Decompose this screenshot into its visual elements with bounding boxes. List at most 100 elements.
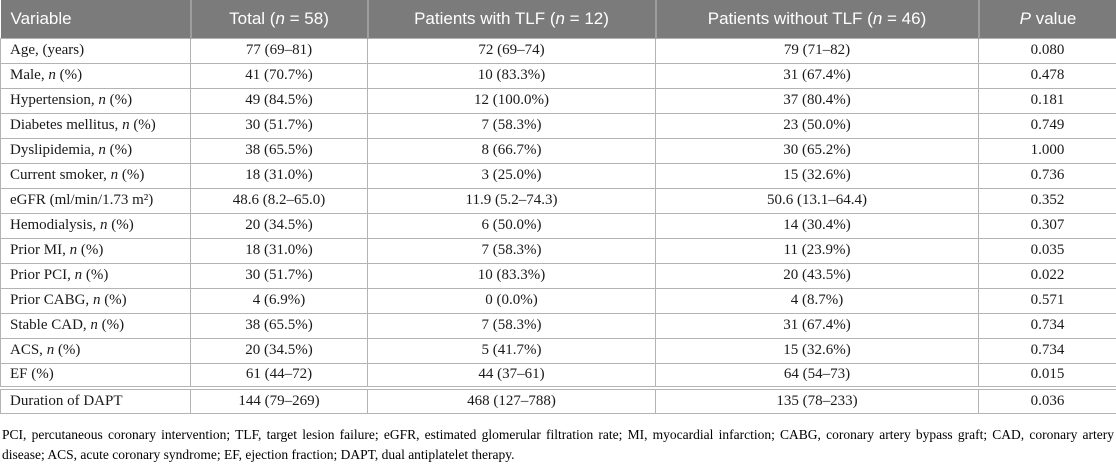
value-cell: 0.307 — [979, 213, 1116, 238]
value-cell: 3 (25.0%) — [368, 163, 656, 188]
value-cell: 0.736 — [979, 163, 1116, 188]
table-row: Male, n (%)41 (70.7%)10 (83.3%)31 (67.4%… — [1, 63, 1116, 88]
row-label: Age, (years) — [1, 38, 191, 63]
value-cell: 144 (79–269) — [191, 388, 368, 413]
value-cell: 0.734 — [979, 313, 1116, 338]
table-row: Prior PCI, n (%)30 (51.7%)10 (83.3%)20 (… — [1, 263, 1116, 288]
row-label: Dyslipidemia, n (%) — [1, 138, 191, 163]
value-cell: 0.035 — [979, 238, 1116, 263]
value-cell: 23 (50.0%) — [656, 113, 979, 138]
value-cell: 8 (66.7%) — [368, 138, 656, 163]
table-row: Prior CABG, n (%)4 (6.9%)0 (0.0%)4 (8.7%… — [1, 288, 1116, 313]
value-cell: 0.015 — [979, 363, 1116, 388]
column-header-2: Patients with TLF (n = 12) — [368, 0, 656, 38]
value-cell: 0 (0.0%) — [368, 288, 656, 313]
table-row: Prior MI, n (%)18 (31.0%)7 (58.3%)11 (23… — [1, 238, 1116, 263]
value-cell: 4 (8.7%) — [656, 288, 979, 313]
row-label: Current smoker, n (%) — [1, 163, 191, 188]
value-cell: 38 (65.5%) — [191, 138, 368, 163]
value-cell: 0.022 — [979, 263, 1116, 288]
value-cell: 31 (67.4%) — [656, 313, 979, 338]
table-row: Diabetes mellitus, n (%)30 (51.7%)7 (58.… — [1, 113, 1116, 138]
value-cell: 49 (84.5%) — [191, 88, 368, 113]
column-header-4: P value — [979, 0, 1116, 38]
value-cell: 31 (67.4%) — [656, 63, 979, 88]
table-row: Stable CAD, n (%)38 (65.5%)7 (58.3%)31 (… — [1, 313, 1116, 338]
column-header-1: Total (n = 58) — [191, 0, 368, 38]
value-cell: 44 (37–61) — [368, 363, 656, 388]
value-cell: 14 (30.4%) — [656, 213, 979, 238]
value-cell: 15 (32.6%) — [656, 163, 979, 188]
value-cell: 0.734 — [979, 338, 1116, 363]
value-cell: 4 (6.9%) — [191, 288, 368, 313]
value-cell: 50.6 (13.1–64.4) — [656, 188, 979, 213]
value-cell: 20 (43.5%) — [656, 263, 979, 288]
value-cell: 468 (127–788) — [368, 388, 656, 413]
row-label: EF (%) — [1, 363, 191, 388]
column-header-3: Patients without TLF (n = 46) — [656, 0, 979, 38]
table-row: Current smoker, n (%)18 (31.0%)3 (25.0%)… — [1, 163, 1116, 188]
row-label: Diabetes mellitus, n (%) — [1, 113, 191, 138]
value-cell: 79 (71–82) — [656, 38, 979, 63]
value-cell: 5 (41.7%) — [368, 338, 656, 363]
column-header-0: Variable — [1, 0, 191, 38]
value-cell: 37 (80.4%) — [656, 88, 979, 113]
table-body: Age, (years)77 (69–81)72 (69–74)79 (71–8… — [1, 38, 1116, 413]
table-row: eGFR (ml/min/1.73 m²)48.6 (8.2–65.0)11.9… — [1, 188, 1116, 213]
value-cell: 6 (50.0%) — [368, 213, 656, 238]
row-label: eGFR (ml/min/1.73 m²) — [1, 188, 191, 213]
row-label: ACS, n (%) — [1, 338, 191, 363]
value-cell: 1.000 — [979, 138, 1116, 163]
value-cell: 77 (69–81) — [191, 38, 368, 63]
row-label: Hypertension, n (%) — [1, 88, 191, 113]
value-cell: 7 (58.3%) — [368, 313, 656, 338]
row-label: Hemodialysis, n (%) — [1, 213, 191, 238]
value-cell: 38 (65.5%) — [191, 313, 368, 338]
value-cell: 20 (34.5%) — [191, 338, 368, 363]
row-label: Prior CABG, n (%) — [1, 288, 191, 313]
value-cell: 20 (34.5%) — [191, 213, 368, 238]
table-row: Dyslipidemia, n (%)38 (65.5%)8 (66.7%)30… — [1, 138, 1116, 163]
value-cell: 7 (58.3%) — [368, 238, 656, 263]
value-cell: 41 (70.7%) — [191, 63, 368, 88]
table-row: Hypertension, n (%)49 (84.5%)12 (100.0%)… — [1, 88, 1116, 113]
row-label: Duration of DAPT — [1, 388, 191, 413]
row-label: Male, n (%) — [1, 63, 191, 88]
value-cell: 135 (78–233) — [656, 388, 979, 413]
value-cell: 12 (100.0%) — [368, 88, 656, 113]
value-cell: 15 (32.6%) — [656, 338, 979, 363]
value-cell: 30 (51.7%) — [191, 113, 368, 138]
row-label: Prior MI, n (%) — [1, 238, 191, 263]
table-row: ACS, n (%)20 (34.5%)5 (41.7%)15 (32.6%)0… — [1, 338, 1116, 363]
row-label: Prior PCI, n (%) — [1, 263, 191, 288]
value-cell: 10 (83.3%) — [368, 263, 656, 288]
value-cell: 18 (31.0%) — [191, 238, 368, 263]
value-cell: 0.080 — [979, 38, 1116, 63]
value-cell: 11.9 (5.2–74.3) — [368, 188, 656, 213]
value-cell: 61 (44–72) — [191, 363, 368, 388]
value-cell: 0.036 — [979, 388, 1116, 413]
value-cell: 30 (51.7%) — [191, 263, 368, 288]
value-cell: 0.478 — [979, 63, 1116, 88]
value-cell: 48.6 (8.2–65.0) — [191, 188, 368, 213]
value-cell: 7 (58.3%) — [368, 113, 656, 138]
value-cell: 0.571 — [979, 288, 1116, 313]
value-cell: 11 (23.9%) — [656, 238, 979, 263]
value-cell: 30 (65.2%) — [656, 138, 979, 163]
value-cell: 64 (54–73) — [656, 363, 979, 388]
table-row: EF (%)61 (44–72)44 (37–61)64 (54–73)0.01… — [1, 363, 1116, 388]
row-label: Stable CAD, n (%) — [1, 313, 191, 338]
value-cell: 18 (31.0%) — [191, 163, 368, 188]
value-cell: 0.352 — [979, 188, 1116, 213]
value-cell: 10 (83.3%) — [368, 63, 656, 88]
value-cell: 0.181 — [979, 88, 1116, 113]
value-cell: 0.749 — [979, 113, 1116, 138]
value-cell: 72 (69–74) — [368, 38, 656, 63]
table-row: Age, (years)77 (69–81)72 (69–74)79 (71–8… — [1, 38, 1116, 63]
table-row: Hemodialysis, n (%)20 (34.5%)6 (50.0%)14… — [1, 213, 1116, 238]
